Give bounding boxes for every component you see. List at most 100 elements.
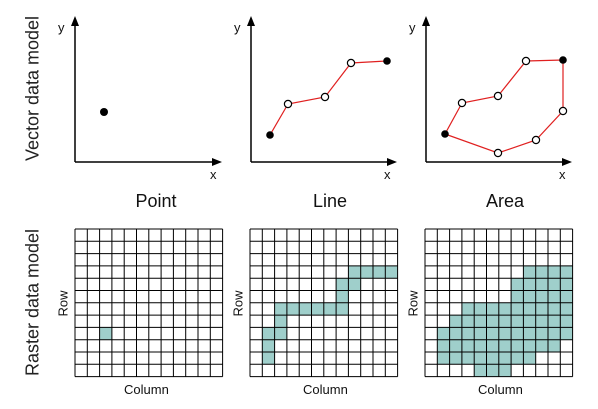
filled-cell [449,339,462,352]
filled-cell [373,265,386,279]
filled-cell [336,302,349,316]
filled-cell [548,265,561,279]
raster-area-grid [424,228,574,378]
filled-cell [548,302,561,316]
x-axis-label: x [210,167,217,182]
filled-cell [498,315,512,328]
filled-cell [523,278,536,291]
node [559,56,567,64]
filled-cell [560,290,573,303]
filled-cell [486,302,499,316]
filled-cell [486,339,499,352]
grid-column-label: Column [478,382,523,397]
filled-cell [511,327,524,340]
x-axis-arrow [562,158,572,166]
filled-cell [286,302,300,316]
filled-cell [523,339,536,352]
vector-model-label: Vector data model [22,15,43,162]
filled-cell [548,339,561,352]
filled-cell [461,352,475,365]
filled-cell [311,302,324,316]
filled-cell [498,352,512,365]
filled-cell [548,327,561,340]
vertex [521,56,531,66]
filled-cell [474,364,487,377]
x-axis-arrow [212,158,222,166]
filled-cell [336,290,349,303]
filled-cell [535,290,548,303]
filled-cell [486,327,499,340]
filled-cell [437,352,450,365]
filled-cell [560,315,573,328]
filled-cell [560,327,573,340]
filled-cell [498,327,512,340]
filled-cell [535,339,548,352]
filled-cell [548,278,561,291]
filled-cell [299,302,312,316]
filled-cell [437,327,450,340]
vector-point-panel [71,16,222,166]
x-axis-label: x [559,167,566,182]
raster-line-grid [249,228,399,378]
vertex [493,148,503,158]
vertex-point [100,108,108,116]
filled-cell [498,364,512,377]
filled-cell [523,352,536,365]
filled-cell [461,315,475,328]
filled-cell [474,339,487,352]
filled-cell [535,302,548,316]
filled-cell [474,302,487,316]
filled-cell [535,278,548,291]
filled-cell [474,327,487,340]
filled-cell [274,302,287,316]
filled-cell [474,352,487,365]
filled-cell [449,352,462,365]
raster-model-label: Raster data model [22,228,43,377]
filled-cell [449,327,462,340]
vector-line-panel [247,16,397,166]
grid-row-label: Row [405,290,421,317]
filled-cell [449,315,462,328]
filled-cell [523,315,536,328]
filled-cell [262,339,275,352]
filled-cell [360,265,373,279]
panel-title-line: Line [312,191,348,211]
filled-cell [523,327,536,340]
filled-cell [511,278,524,291]
vertex [283,99,293,109]
vertex [457,98,467,108]
filled-cell [535,315,548,328]
vertex [493,91,503,101]
grid-column-label: Column [303,382,348,397]
end-node [383,57,391,65]
filled-cell [486,364,499,377]
filled-cell [498,302,512,316]
filled-cell [461,302,475,316]
filled-cell [511,339,524,352]
filled-cell [523,265,536,279]
panel-title-point: Point [135,191,177,211]
filled-cell [560,278,573,291]
vector-area-panel [422,16,572,166]
y-axis-label: y [58,20,65,35]
raster-point-grid [74,228,224,378]
filled-cell [336,278,349,291]
filled-cell [535,327,548,340]
filled-cell [511,352,524,365]
filled-cell [461,339,475,352]
grid-row-label: Row [55,290,71,317]
vertex [346,58,356,68]
filled-cell [274,315,287,328]
filled-cell [511,302,524,316]
filled-cell [474,315,487,328]
filled-cell [498,339,512,352]
y-axis-arrow [71,16,79,26]
y-axis-arrow [422,16,430,26]
filled-cell [348,278,361,291]
filled-cell [523,302,536,316]
grid-row-label: Row [230,290,246,317]
filled-cell [560,265,573,279]
filled-cell [548,290,561,303]
end-node [266,131,274,139]
